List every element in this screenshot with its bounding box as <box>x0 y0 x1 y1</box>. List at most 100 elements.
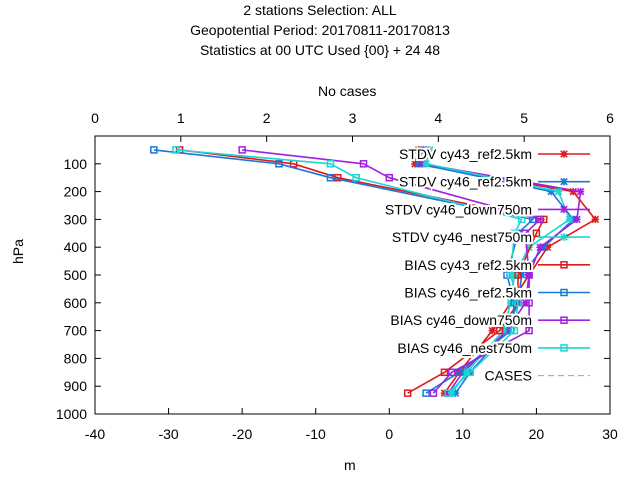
x-tick-label: 10 <box>455 426 471 442</box>
series-6-point-box <box>385 173 394 182</box>
series-0-point <box>569 187 577 196</box>
series-line-6 <box>242 149 542 394</box>
x-tick-label: -20 <box>232 426 252 442</box>
x-axis-title: m <box>344 457 356 473</box>
x2-tick-label: 1 <box>177 110 185 126</box>
series-6-point-box <box>429 389 438 397</box>
series-6-point-box <box>521 229 530 238</box>
legend-label-1: STDV cy46_ref2.5km <box>399 174 532 190</box>
series-6-point-box <box>525 271 533 279</box>
series-7-point-box <box>510 229 519 238</box>
y-tick-label: 400 <box>64 239 88 255</box>
y-tick-label: 600 <box>64 295 88 311</box>
series-6-point <box>238 146 246 154</box>
series-4-point <box>514 271 522 279</box>
series-4-point-box <box>495 326 504 335</box>
series-line-7 <box>175 149 523 394</box>
legend-marker-6 <box>560 316 568 324</box>
x2-axis-title: No cases <box>318 83 377 99</box>
series-7-point <box>510 229 519 238</box>
legend-label-6: BIAS cy46_down750m <box>390 312 532 328</box>
y-tick-label: 100 <box>64 156 88 172</box>
series-3-point <box>565 215 574 224</box>
series-7-point <box>506 271 515 279</box>
x2-tick-label: 5 <box>520 110 528 126</box>
series-4-point-box <box>403 389 412 397</box>
y-tick-label: 800 <box>64 350 88 366</box>
series-6-point <box>525 271 533 279</box>
y-tick-label: 700 <box>64 323 88 339</box>
x-tick-label: 30 <box>602 426 618 442</box>
series-3-point <box>422 160 430 168</box>
x-tick-label: -40 <box>85 426 105 442</box>
x-tick-label: 20 <box>529 426 545 442</box>
series-2-point <box>576 187 585 196</box>
legend-marker-5-box <box>560 288 568 297</box>
legend-marker-5 <box>560 288 568 297</box>
series-0-point <box>591 215 600 224</box>
legend-marker-4-box <box>560 261 568 269</box>
series-7-point <box>352 173 360 182</box>
series-3-point <box>554 187 563 196</box>
legend-marker-7 <box>560 344 568 352</box>
series-6-point-box <box>238 146 246 154</box>
x2-tick-label: 2 <box>263 110 271 126</box>
series-4-point-box <box>440 368 449 377</box>
series-6-point <box>448 368 456 377</box>
series-5-point <box>422 389 430 397</box>
series-7-point-box <box>352 173 360 182</box>
legend-marker-7-box <box>560 344 568 352</box>
series-7-point-box <box>466 368 474 377</box>
series-7-point-box <box>510 326 519 335</box>
series-6-point <box>429 389 438 397</box>
series-5-point-box <box>326 173 335 182</box>
series-6-point-box <box>525 326 533 335</box>
series-6-point <box>525 326 533 335</box>
x2-tick-label: 6 <box>606 110 614 126</box>
series-6-point <box>521 229 530 238</box>
series-7-point-box <box>444 389 452 397</box>
legend-marker-3 <box>560 233 568 241</box>
legend-label-8: CASES <box>485 368 532 384</box>
x2-tick-label: 3 <box>349 110 357 126</box>
series-6-point <box>525 299 533 307</box>
series-7-point <box>172 146 180 154</box>
series-5-point-box <box>275 160 283 168</box>
series-5-point <box>150 146 158 154</box>
series-5-point-box <box>455 368 463 377</box>
series-7-point-box <box>326 160 335 168</box>
y-tick-label: 200 <box>64 184 88 200</box>
x-tick-label: 0 <box>385 426 393 442</box>
series-4-point <box>334 173 342 182</box>
series-5-point-box <box>529 215 537 224</box>
series-7-point <box>514 299 522 307</box>
series-7-point <box>466 368 474 377</box>
chart-title-line-3: Statistics at 00 UTC Used {00} + 24 48 <box>199 42 441 58</box>
series-6-point <box>359 160 368 168</box>
series-line-1 <box>417 149 575 394</box>
x-tick-label: -10 <box>306 426 326 442</box>
series-5-point-box <box>422 389 430 397</box>
series-2-point <box>536 243 544 251</box>
series-5-point-box <box>150 146 158 154</box>
legend-marker-1 <box>560 177 568 186</box>
legend-label-0: STDV cy43_ref2.5km <box>399 146 532 162</box>
series-4-point-box <box>334 173 342 182</box>
series-0-point <box>488 326 497 335</box>
x2-tick-label: 4 <box>434 110 442 126</box>
chart-title-line-2: Geopotential Period: 20170811-20170813 <box>190 22 450 38</box>
y-tick-label: 900 <box>64 378 88 394</box>
series-4-point <box>532 229 541 238</box>
series-2-point <box>573 215 581 224</box>
legend-marker-0 <box>560 150 568 158</box>
y-tick-label: 500 <box>64 267 88 283</box>
series-7-point <box>510 326 519 335</box>
series-7-point-box <box>517 215 526 224</box>
series-5-point <box>326 173 335 182</box>
legend-marker-6-box <box>560 316 568 324</box>
series-5-point <box>455 368 463 377</box>
series-7-point-box <box>506 271 515 279</box>
series-7-point-box <box>514 299 522 307</box>
series-5-point <box>529 215 537 224</box>
